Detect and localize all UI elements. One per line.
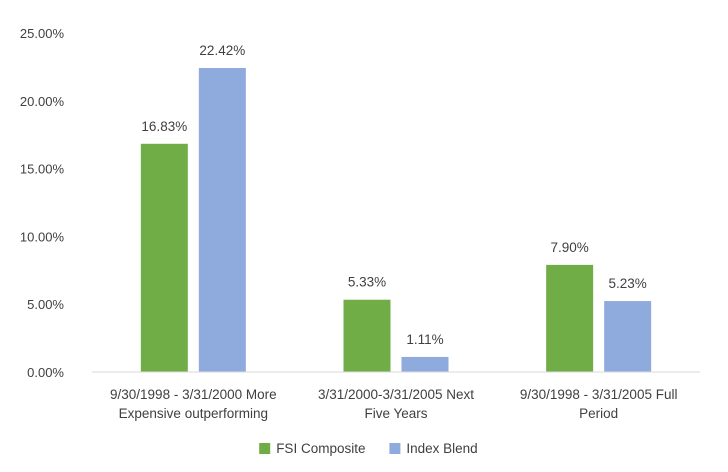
y-tick-label: 5.00% [27, 297, 64, 312]
x-tick-label: 3/31/2000-3/31/2005 Next Five Years [318, 387, 474, 421]
data-label: 1.11% [406, 332, 443, 347]
y-tick-label: 15.00% [20, 162, 65, 177]
legend: FSI Composite Index Blend [259, 441, 478, 456]
x-tick-label: 9/30/1998 - 3/31/2005 Full Period [520, 387, 678, 421]
data-label: 7.90% [551, 240, 589, 255]
bar-index-blend [604, 301, 652, 372]
x-tick-label: 9/30/1998 - 3/31/2000 More Expensive outp… [110, 387, 277, 421]
bar-index-blend [198, 67, 246, 372]
legend-label: FSI Composite [276, 441, 365, 456]
data-labels: 16.83% 22.42% 5.33% 1.11% 7.90% 5.23% [141, 43, 646, 347]
data-label: 5.23% [609, 276, 647, 291]
y-tick-label: 20.00% [20, 94, 65, 109]
bar-fsi-composite [140, 143, 188, 372]
data-label: 22.42% [199, 43, 245, 58]
y-axis: 0.00% 5.00% 10.00% 15.00% 20.00% 25.00% [20, 26, 65, 380]
x-axis: 9/30/1998 - 3/31/2000 More Expensive outp… [92, 371, 700, 421]
data-label: 16.83% [141, 119, 187, 134]
y-tick-label: 10.00% [20, 229, 65, 244]
y-tick-label: 0.00% [27, 365, 64, 380]
legend-swatch [389, 443, 401, 454]
bars [140, 67, 652, 372]
bar-fsi-composite [546, 264, 594, 372]
data-label: 5.33% [348, 275, 386, 290]
y-tick-label: 25.00% [20, 26, 65, 41]
bar-fsi-composite [343, 299, 391, 372]
legend-swatch [259, 443, 271, 454]
legend-label: Index Blend [406, 441, 477, 456]
bar-index-blend [401, 356, 449, 372]
